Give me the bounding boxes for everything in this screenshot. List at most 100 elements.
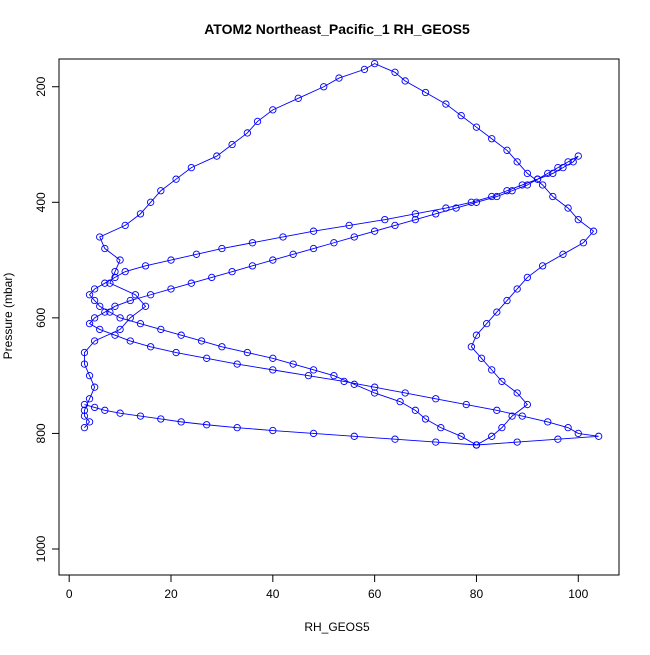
- data-point: [80, 348, 89, 357]
- data-point: [432, 438, 440, 446]
- data-point: [370, 383, 379, 391]
- data-point: [80, 400, 89, 409]
- data-point: [472, 331, 481, 339]
- data-point: [594, 432, 603, 440]
- data-point: [498, 423, 506, 432]
- data-point: [111, 331, 119, 339]
- data-point: [304, 371, 313, 380]
- data-point: [518, 181, 526, 189]
- data-point: [544, 418, 552, 426]
- data-point: [101, 406, 109, 414]
- data-point: [579, 239, 588, 247]
- data-point: [121, 267, 129, 276]
- data-point: [503, 296, 511, 305]
- data-point: [157, 325, 165, 334]
- x-axis-label: RH_GEOS5: [304, 620, 370, 634]
- data-point: [141, 302, 150, 310]
- data-point: [574, 215, 582, 224]
- data-point: [85, 371, 94, 380]
- data-point: [574, 429, 582, 438]
- data-point: [116, 409, 124, 417]
- data-point: [457, 432, 465, 440]
- data-point: [294, 94, 302, 102]
- data-point: [157, 187, 165, 195]
- data-point: [488, 135, 496, 143]
- data-point: [208, 273, 216, 282]
- data-point: [146, 291, 155, 299]
- data-point: [167, 256, 175, 264]
- data-point: [111, 273, 119, 282]
- data-point: [513, 438, 521, 446]
- data-point: [233, 423, 241, 432]
- data-point: [381, 215, 389, 224]
- data-point: [350, 233, 358, 241]
- data-point: [253, 117, 262, 126]
- data-point: [411, 210, 420, 218]
- data-point: [269, 354, 277, 362]
- data-point: [523, 181, 532, 189]
- data-point: [493, 406, 501, 414]
- data-point: [279, 233, 287, 241]
- data-point: [488, 366, 496, 374]
- data-point: [538, 262, 547, 270]
- data-point: [136, 210, 145, 218]
- data-point: [121, 221, 129, 230]
- data-point: [85, 395, 94, 403]
- data-point: [549, 192, 557, 201]
- data-point: [96, 233, 104, 241]
- y-tick-label: 800: [34, 423, 48, 443]
- data-point: [289, 250, 297, 258]
- data-point: [488, 192, 496, 201]
- data-point: [472, 198, 481, 206]
- data-point: [146, 198, 155, 206]
- data-point: [80, 360, 89, 368]
- data-point: [218, 343, 226, 351]
- data-point: [116, 325, 124, 334]
- data-point: [85, 418, 94, 426]
- data-point: [80, 412, 89, 420]
- data-point: [340, 377, 348, 386]
- data-point: [437, 423, 445, 432]
- data-point: [330, 239, 338, 247]
- data-point: [126, 337, 134, 345]
- data-point: [213, 152, 221, 160]
- data-point: [518, 412, 526, 420]
- y-tick-label: 1000: [34, 535, 48, 562]
- data-point: [523, 400, 532, 409]
- plot-frame: [58, 58, 620, 576]
- data-point: [370, 59, 379, 68]
- data-point: [248, 239, 257, 247]
- data-point: [136, 319, 145, 328]
- data-point: [233, 360, 241, 368]
- data-point: [432, 395, 440, 403]
- data-point: [508, 412, 516, 420]
- data-point: [401, 389, 409, 397]
- data-point: [269, 256, 277, 264]
- data-point: [106, 308, 114, 316]
- data-point: [269, 106, 277, 114]
- data-point: [116, 256, 124, 264]
- data-point: [141, 262, 150, 270]
- data-point: [523, 273, 532, 282]
- data-point: [503, 187, 511, 195]
- data-point: [391, 68, 399, 76]
- data-point: [523, 169, 532, 178]
- data-point: [80, 406, 89, 414]
- data-point: [96, 302, 104, 310]
- data-point: [391, 221, 399, 230]
- data-point: [360, 65, 369, 74]
- data-point: [350, 432, 358, 440]
- data-point: [202, 354, 211, 362]
- data-point: [467, 198, 476, 206]
- data-point: [442, 204, 450, 212]
- x-tick-label: 60: [368, 587, 382, 601]
- series-line: [83, 63, 599, 446]
- data-point: [167, 285, 175, 293]
- data-point: [90, 296, 99, 305]
- data-point: [309, 244, 318, 253]
- data-point: [401, 77, 409, 85]
- data-point: [544, 169, 552, 178]
- data-point: [85, 319, 94, 328]
- data-point: [503, 146, 511, 154]
